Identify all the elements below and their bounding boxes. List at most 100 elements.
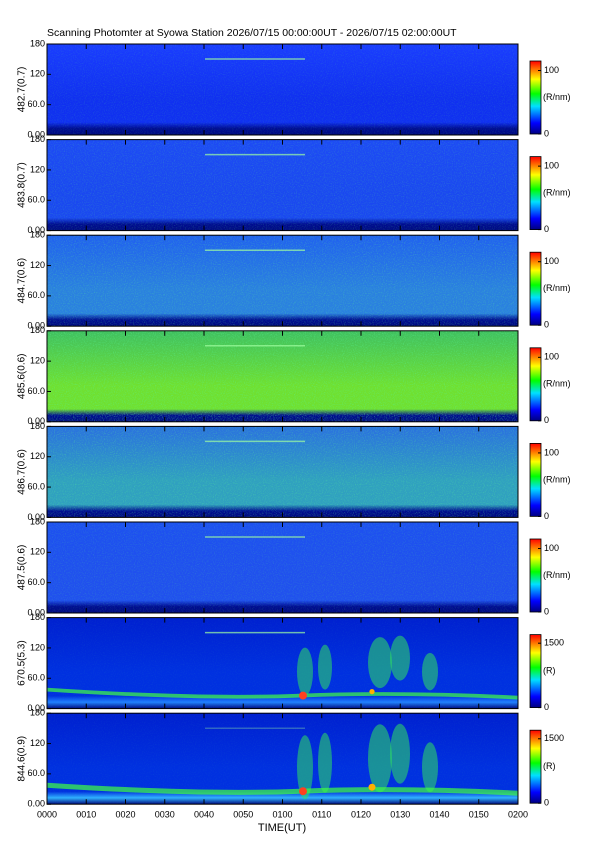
chart-title: Scanning Photomter at Syowa Station 2026… [47,27,457,39]
colorbar-tick-label: 0 [544,511,549,521]
x-tick-label: 0010 [76,810,96,820]
y-tick-label: 180 [30,421,45,431]
y-tick-label: 0.00 [27,799,45,809]
x-tick-label: 0030 [155,810,175,820]
colorbar [529,60,542,135]
colorbar [529,347,542,422]
aurora-feature [297,647,313,696]
x-axis-label: TIME(UT) [258,822,306,834]
colorbar [529,538,542,613]
colorbar-tick-label: 1500 [544,733,564,743]
x-tick-label: 0150 [469,810,489,820]
y-tick-label: 0.00 [27,321,45,331]
aurora-spot [299,787,307,796]
y-axis-label: 487.5(0.6) [17,545,28,591]
y-tick-label: 60.0 [27,481,45,491]
aurora-feature [390,723,410,784]
y-tick-label: 0.00 [27,703,45,713]
y-axis-label: 844.6(0.9) [17,736,28,782]
keogram-noise [47,330,518,422]
y-tick-label: 60.0 [27,768,45,778]
x-tick-label: 0140 [429,810,449,820]
colorbar-tick-label: 0 [544,128,549,138]
y-axis-label: 482.7(0.7) [17,67,28,113]
keogram-noise [47,522,518,613]
colorbar [529,634,542,708]
y-tick-label: 60.0 [27,290,45,300]
x-tick-label: 0110 [312,810,331,820]
x-tick-label: 0020 [115,810,135,820]
y-tick-label: 60.0 [27,577,45,587]
y-tick-label: 120 [30,69,45,79]
x-tick-label: 0100 [272,810,292,820]
y-tick-label: 0.00 [27,129,45,139]
colorbar-tick-label: 0 [544,320,549,330]
y-tick-label: 60.0 [27,99,45,109]
colorbar-tick-label: 0 [544,702,549,712]
colorbar-tick-label: 100 [544,352,559,362]
y-tick-label: 120 [30,547,45,557]
y-tick-label: 180 [30,134,45,144]
colorbar-tick-label: 100 [544,543,559,553]
y-tick-label: 0.00 [27,416,45,426]
y-tick-label: 180 [30,38,45,48]
aurora-spot [299,691,307,700]
y-tick-label: 180 [30,230,45,240]
y-tick-label: 120 [30,642,45,652]
colorbar-tick-label: 100 [544,256,559,266]
y-tick-label: 180 [30,612,45,622]
aurora-spot [369,688,375,695]
y-axis-label: 486.7(0.6) [17,449,28,495]
colorbar-unit: (R) [543,665,556,675]
y-tick-label: 120 [30,356,45,366]
colorbar-unit: (R/nm) [543,283,571,293]
colorbar-tick-label: 100 [544,447,559,457]
x-tick-label: 0050 [233,810,253,820]
colorbar-tick-label: 0 [544,224,549,234]
keogram-noise [47,426,518,518]
colorbar [529,442,542,517]
y-tick-label: 180 [30,708,45,718]
colorbar [529,156,542,231]
y-tick-label: 120 [30,164,45,174]
aurora-feature [422,652,438,691]
colorbar-unit: (R/nm) [543,187,571,197]
aurora-feature [318,644,332,690]
y-axis-label: 483.8(0.7) [17,162,28,208]
colorbar-unit: (R/nm) [543,570,571,580]
y-tick-label: 180 [30,325,45,335]
y-tick-label: 60.0 [27,195,45,205]
y-tick-label: 0.00 [27,512,45,522]
colorbar-tick-label: 0 [544,415,549,425]
colorbar [529,729,542,804]
aurora-feature [368,637,392,689]
aurora-feature [422,742,438,793]
y-axis-label: 485.6(0.6) [17,354,28,400]
colorbar-tick-label: 1500 [544,638,564,648]
y-tick-label: 0.00 [27,225,45,235]
x-tick-label: 0130 [390,810,410,820]
y-tick-label: 0.00 [27,607,45,617]
y-axis-label: 484.7(0.6) [17,258,28,304]
colorbar-tick-label: 100 [544,160,559,170]
y-tick-label: 120 [30,738,45,748]
colorbar-tick-label: 0 [544,606,549,616]
aurora-feature [390,635,410,681]
aurora-feature [318,732,332,793]
colorbar [529,251,542,326]
colorbar-tick-label: 100 [544,65,559,75]
y-tick-label: 120 [30,260,45,270]
y-tick-label: 60.0 [27,673,45,683]
x-tick-label: 0040 [194,810,214,820]
x-tick-label: 0120 [351,810,371,820]
x-tick-label: 0000 [37,810,57,820]
colorbar-unit: (R) [543,761,556,771]
keogram-noise [47,139,518,231]
y-axis-label: 670.5(5.3) [17,640,28,686]
colorbar-unit: (R/nm) [543,474,571,484]
colorbar-tick-label: 0 [544,798,549,808]
keogram-noise [47,235,518,327]
x-tick-label: 0200 [508,810,528,820]
keogram-noise [47,44,518,135]
